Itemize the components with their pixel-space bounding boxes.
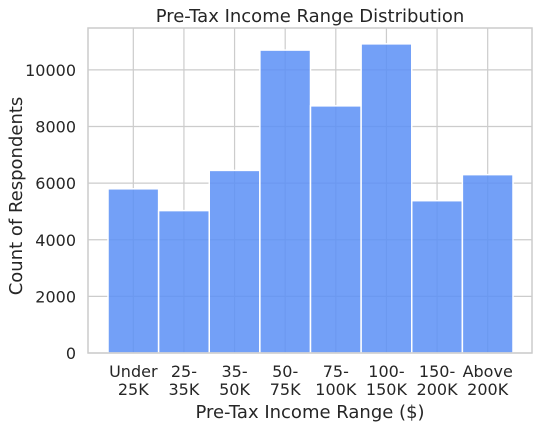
bar-75-100k <box>309 105 362 354</box>
bar-above-200k <box>461 173 514 354</box>
bar-under-25k <box>107 188 160 354</box>
bar-100-150k <box>360 43 413 354</box>
y-tick-label: 6000 <box>35 174 76 193</box>
bar-50-75k <box>259 49 312 354</box>
y-tick-label: 0 <box>66 344 76 363</box>
x-axis-label: Pre-Tax Income Range ($) <box>195 402 424 423</box>
y-tick-labels: 0 2000 4000 6000 8000 10000 <box>25 61 76 363</box>
y-axis-label: Count of Respondents <box>6 97 27 296</box>
chart-title: Pre-Tax Income Range Distribution <box>156 6 465 27</box>
y-tick-label: 2000 <box>35 287 76 306</box>
x-tick-labels: Under 25K 25-35K 35-50K 50-75K 75-100K100-150… <box>109 362 513 399</box>
bar-35-50k <box>208 169 261 354</box>
x-tick-label: 100-150K <box>366 362 408 399</box>
bar-150-200k <box>411 199 464 354</box>
y-tick-label: 8000 <box>35 118 76 137</box>
plot-frame <box>87 27 533 354</box>
bars <box>107 43 514 354</box>
x-tick-label: 35-50K <box>219 362 250 399</box>
x-tick-label: 150-200K <box>417 362 459 399</box>
y-tick-label: 10000 <box>25 61 76 80</box>
x-tick-label: Under 25K <box>109 362 158 399</box>
bar-25-35k <box>157 209 210 354</box>
x-tick-label: 25-35K <box>169 362 200 399</box>
y-tick-label: 4000 <box>35 231 76 250</box>
x-tick-label: 75-100K <box>315 362 357 399</box>
x-tick-label: 50-75K <box>270 362 301 399</box>
x-tick-label: Above 200K <box>463 362 513 399</box>
